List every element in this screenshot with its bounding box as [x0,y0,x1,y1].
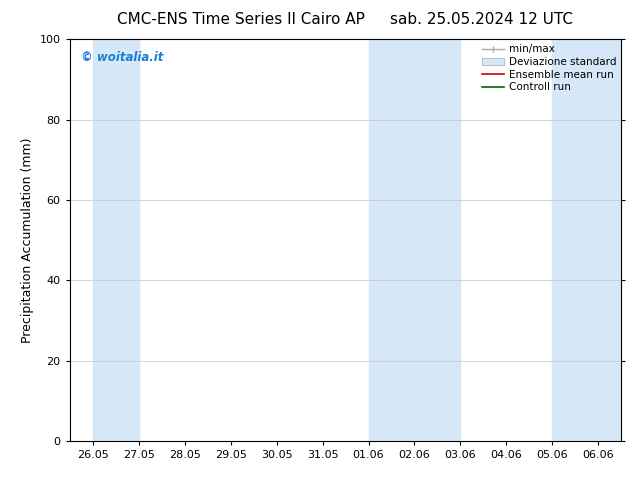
Bar [552,39,621,441]
Y-axis label: Precipitation Accumulation (mm): Precipitation Accumulation (mm) [21,137,34,343]
Text: sab. 25.05.2024 12 UTC: sab. 25.05.2024 12 UTC [391,12,573,27]
Legend: min/max, Deviazione standard, Ensemble mean run, Controll run: min/max, Deviazione standard, Ensemble m… [479,42,618,94]
Bar [93,39,139,441]
Text: © woitalia.it: © woitalia.it [81,51,163,64]
Bar [368,39,460,441]
Text: CMC-ENS Time Series Il Cairo AP: CMC-ENS Time Series Il Cairo AP [117,12,365,27]
